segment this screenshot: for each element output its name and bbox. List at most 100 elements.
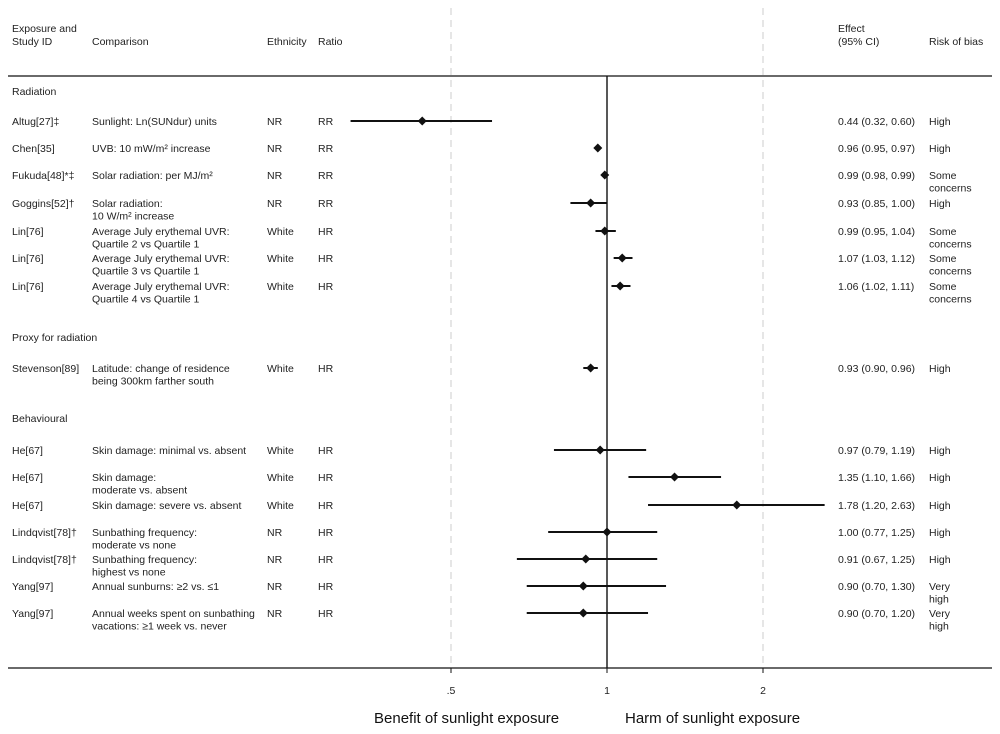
- row-effect: 0.97 (0.79, 1.19): [838, 445, 915, 457]
- forest-row: Fukuda[48]*‡ Solar radiation: per MJ/m² NR…: [12, 170, 972, 195]
- row-comparison: 10 W/m² increase: [92, 211, 174, 223]
- row-study: He[67]: [12, 445, 43, 457]
- row-ratio: RR: [318, 170, 334, 182]
- row-study: Yang[97]: [12, 581, 53, 593]
- forest-row: Stevenson[89] Latitude: change of residen…: [12, 363, 951, 388]
- forest-row: Chen[35] UVB: 10 mW/m² increase NR RR 0.96 (…: [12, 143, 951, 155]
- row-comparison: Sunbathing frequency:: [92, 527, 197, 539]
- row-comparison: UVB: 10 mW/m² increase: [92, 143, 211, 155]
- row-ratio: RR: [318, 198, 334, 210]
- row-effect: 0.44 (0.32, 0.60): [838, 116, 915, 128]
- point-estimate: [602, 527, 612, 537]
- row-ratio: RR: [318, 143, 334, 155]
- row-ethnicity: White: [267, 281, 294, 293]
- header-comparison: Comparison: [92, 36, 149, 48]
- header-study-line2: Study ID: [12, 36, 53, 48]
- x-axis: .5 1 2: [447, 668, 766, 697]
- row-ethnicity: NR: [267, 581, 283, 593]
- row-comparison: Sunlight: Ln(SUNdur) units: [92, 116, 217, 128]
- row-ethnicity: NR: [267, 554, 283, 566]
- row-effect: 0.96 (0.95, 0.97): [838, 143, 915, 155]
- row-ethnicity: White: [267, 253, 294, 265]
- row-risk: Some: [929, 253, 957, 265]
- row-risk: High: [929, 445, 951, 457]
- row-comparison: Quartile 4 vs Quartile 1: [92, 294, 200, 306]
- row-ratio: RR: [318, 116, 334, 128]
- header-risk: Risk of bias: [929, 36, 983, 48]
- row-effect: 0.93 (0.90, 0.96): [838, 363, 915, 375]
- row-ethnicity: NR: [267, 116, 283, 128]
- point-estimate: [578, 608, 588, 618]
- row-comparison: Quartile 3 vs Quartile 1: [92, 266, 200, 278]
- point-estimate: [417, 116, 427, 126]
- row-study: Lindqvist[78]†: [12, 554, 77, 566]
- row-comparison: Skin damage: severe vs. absent: [92, 500, 241, 512]
- row-effect: 0.91 (0.67, 1.25): [838, 554, 915, 566]
- row-study: Stevenson[89]: [12, 363, 79, 375]
- x-tick-label: 1: [604, 685, 610, 697]
- forest-row: Lin[76] Average July erythemal UVR:Quarti…: [12, 281, 972, 306]
- forest-row: Goggins[52]† Solar radiation:10 W/m² incr…: [12, 198, 951, 223]
- row-risk: high: [929, 621, 949, 633]
- point-estimate: [586, 363, 596, 373]
- row-risk: concerns: [929, 294, 972, 306]
- row-comparison: moderate vs none: [92, 540, 176, 552]
- row-risk: concerns: [929, 239, 972, 251]
- row-risk: concerns: [929, 266, 972, 278]
- point-estimate: [732, 500, 742, 510]
- row-risk: Very: [929, 608, 951, 620]
- row-study: Chen[35]: [12, 143, 55, 155]
- point-estimate: [617, 253, 627, 263]
- row-ratio: HR: [318, 554, 334, 566]
- row-study: Lin[76]: [12, 226, 44, 238]
- row-effect: 0.93 (0.85, 1.00): [838, 198, 915, 210]
- row-effect: 1.78 (1.20, 2.63): [838, 500, 915, 512]
- forest-row: Yang[97] Annual sunburns: ≥2 vs. ≤1 NR HR 0.…: [12, 581, 951, 606]
- row-study: Altug[27]‡: [12, 116, 59, 128]
- forest-row: Lin[76] Average July erythemal UVR:Quarti…: [12, 226, 972, 251]
- row-risk: High: [929, 500, 951, 512]
- row-ethnicity: NR: [267, 170, 283, 182]
- row-ethnicity: White: [267, 363, 294, 375]
- forest-row: He[67] Skin damage: severe vs. absent Whit…: [12, 500, 951, 512]
- row-effect: 0.90 (0.70, 1.30): [838, 581, 915, 593]
- row-ratio: HR: [318, 226, 334, 238]
- row-risk: High: [929, 143, 951, 155]
- footer-benefit-label: Benefit of sunlight exposure: [374, 710, 559, 727]
- row-risk: Very: [929, 581, 951, 593]
- forest-row: He[67] Skin damage: minimal vs. absent Whi…: [12, 445, 951, 457]
- row-comparison: Average July erythemal UVR:: [92, 253, 230, 265]
- row-comparison: Skin damage: minimal vs. absent: [92, 445, 246, 457]
- row-ratio: HR: [318, 363, 334, 375]
- row-study: Goggins[52]†: [12, 198, 75, 210]
- row-ethnicity: White: [267, 226, 294, 238]
- row-study: He[67]: [12, 472, 43, 484]
- row-effect: 1.00 (0.77, 1.25): [838, 527, 915, 539]
- row-comparison: Solar radiation: per MJ/m²: [92, 170, 213, 182]
- row-study: Lin[76]: [12, 281, 44, 293]
- row-effect: 1.07 (1.03, 1.12): [838, 253, 915, 265]
- header-study-line1: Exposure and: [12, 23, 77, 35]
- row-effect: 0.99 (0.98, 0.99): [838, 170, 915, 182]
- forest-rows: Radiation Altug[27]‡ Sunlight: Ln(SUNdur) …: [12, 86, 972, 633]
- row-ratio: HR: [318, 445, 334, 457]
- row-effect: 1.35 (1.10, 1.66): [838, 472, 915, 484]
- row-ethnicity: NR: [267, 608, 283, 620]
- row-ethnicity: White: [267, 500, 294, 512]
- row-study: Lindqvist[78]†: [12, 527, 77, 539]
- row-study: Yang[97]: [12, 608, 53, 620]
- row-comparison: Annual weeks spent on sunbathing: [92, 608, 255, 620]
- forest-row: Yang[97] Annual weeks spent on sunbathing…: [12, 608, 951, 633]
- x-tick-label: .5: [447, 685, 456, 697]
- row-ratio: HR: [318, 581, 334, 593]
- row-risk: High: [929, 554, 951, 566]
- row-ethnicity: White: [267, 472, 294, 484]
- row-effect: 1.06 (1.02, 1.11): [838, 281, 914, 293]
- row-risk: High: [929, 472, 951, 484]
- header-ratio: Ratio: [318, 36, 343, 48]
- x-tick-label: 2: [760, 685, 766, 697]
- row-effect: 0.90 (0.70, 1.20): [838, 608, 915, 620]
- section-label: Radiation: [12, 86, 57, 98]
- row-risk: High: [929, 527, 951, 539]
